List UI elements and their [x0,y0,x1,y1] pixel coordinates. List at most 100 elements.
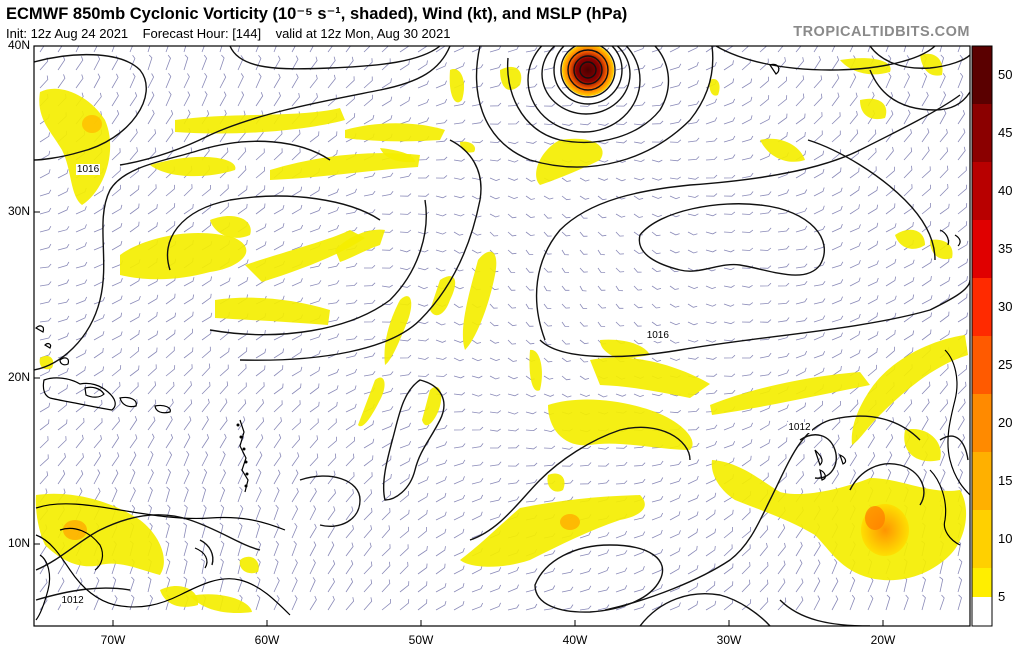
wind-barb [831,261,844,269]
wind-barb [129,92,138,107]
wind-barb [273,487,280,503]
wind-barb [723,78,735,89]
wind-barb [327,280,340,287]
wind-barb [759,579,769,593]
wind-barb [255,487,262,503]
wind-barb [273,91,281,107]
wind-barb [867,331,879,341]
colorbar-label: 35 [998,241,1013,256]
wind-barb [723,389,736,395]
wind-barb [507,428,520,432]
wind-barb [453,138,466,143]
wind-barb [291,278,303,287]
wind-barb [273,504,279,521]
wind-barb [615,445,628,449]
wind-barb [669,494,681,503]
wind-barb [201,363,211,377]
wind-barb [219,486,226,503]
wind-barb [237,91,245,107]
wind-barb [201,293,212,305]
wind-barb [219,184,229,197]
wind-barb [507,159,519,163]
wind-barb [759,439,771,449]
wind-barb [327,595,335,611]
wind-barb [111,46,115,53]
wind-barb [489,158,502,162]
wind-barb [327,560,336,575]
wind-barb [795,263,808,269]
wind-barb [543,567,556,575]
wind-barb [867,222,879,233]
wind-barb [579,267,588,273]
wind-barb [831,130,841,143]
wind-barb [543,429,555,433]
wind-barb [399,561,409,575]
wind-barb [418,175,430,179]
wind-barb [651,460,664,467]
wind-barb [381,507,391,521]
wind-barb [741,371,754,377]
wind-barb [291,487,299,503]
wind-barb [759,404,771,413]
wind-barb [39,386,51,395]
wind-barb [417,98,430,107]
wind-barb [903,330,915,341]
wind-barb [111,55,119,71]
wind-barb [93,331,105,341]
wind-barb [561,357,571,363]
wind-barb [237,259,249,269]
wind-barb [363,58,373,71]
wind-barb [741,229,754,233]
wind-barb [921,72,928,89]
wind-barb [705,373,718,377]
wind-barb [237,55,244,71]
wind-barb [291,400,301,413]
wind-barb [165,346,175,359]
wind-barb [57,187,69,197]
wind-barb [435,373,448,377]
wind-barb [633,321,642,327]
wind-barb [687,494,699,503]
wind-barb [525,411,537,415]
wind-barb [165,203,176,215]
wind-barb [273,400,283,413]
wind-barb [111,595,118,611]
wind-barb [831,315,844,323]
wind-barb [705,61,717,71]
wind-barb [345,335,358,341]
wind-barb [39,207,52,215]
wind-barb [327,453,337,467]
wind-barb [849,296,862,305]
wind-barb [777,282,790,287]
wind-barb [561,123,573,126]
wind-barb [489,121,502,125]
wind-barb [471,530,483,539]
wind-barb [345,436,355,449]
wind-barb [237,46,241,53]
wind-barb [201,504,207,521]
wind-barb [291,595,298,611]
wind-barb [921,258,933,269]
wind-barb [399,354,412,359]
wind-barb [183,433,191,449]
wind-barb [705,213,717,217]
wind-barb [633,159,645,163]
wind-barb [399,338,412,342]
wind-barb [813,75,823,89]
mslp-isobars [34,46,970,626]
wind-barb [57,226,70,233]
wind-barb [237,73,244,89]
wind-barb [147,46,151,53]
wind-barb [831,595,839,611]
wind-barb [867,348,878,359]
wind-barb [255,46,259,53]
wind-barb [705,249,717,253]
wind-barb [633,195,644,200]
map-subtitle: Init: 12z Aug 24 2021 Forecast Hour: [14… [6,26,450,41]
wind-barb [633,585,646,593]
wind-barb [957,203,968,215]
wind-barb [93,92,102,107]
wind-barb [129,313,141,323]
wind-barb [417,390,430,395]
wind-barb [777,578,786,593]
